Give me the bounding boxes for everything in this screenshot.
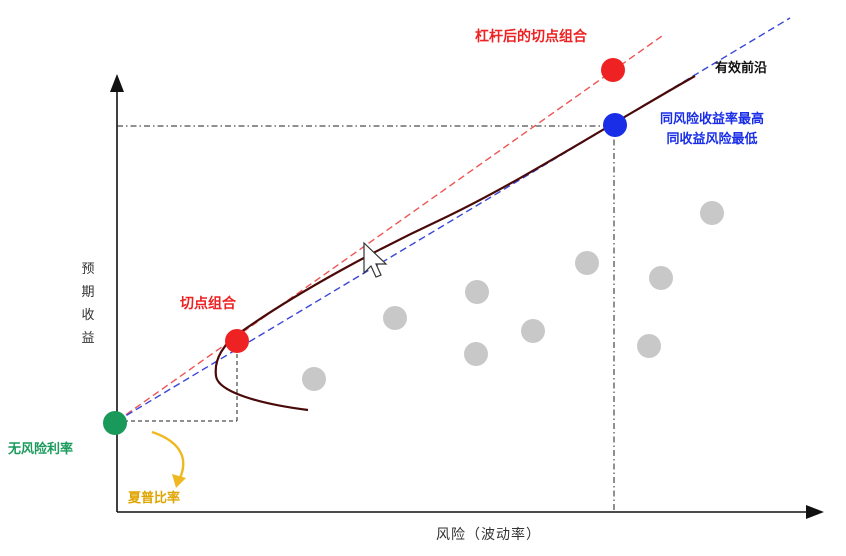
- asset-point: [521, 319, 545, 343]
- asset-point: [700, 201, 724, 225]
- efficient-frontier-point: [603, 113, 627, 137]
- tangent-portfolio-point: [225, 329, 249, 353]
- mouse-pointer-icon: [363, 241, 388, 278]
- risk-free-rate-label: 无风险利率: [8, 442, 74, 457]
- asset-point: [637, 334, 661, 358]
- y-axis-arrowhead: [110, 74, 124, 92]
- asset-point: [575, 251, 599, 275]
- levered-tangent-point: [601, 58, 625, 82]
- y-axis-label: 预期收益: [81, 262, 95, 346]
- same-risk-line2: 同收益风险最低: [666, 132, 758, 147]
- asset-point: [649, 266, 673, 290]
- x-axis-label: 风险（波动率）: [436, 527, 541, 543]
- asset-point: [464, 342, 488, 366]
- levered-tangent-line: [116, 35, 663, 422]
- same-risk-highest-return-label: 同风险收益率最高 同收益风险最低: [660, 110, 764, 150]
- sharpe-ratio-arrow: [151, 430, 185, 479]
- efficient-frontier-curve: [214, 75, 696, 412]
- levered-tangent-label: 杠杆后的切点组合: [475, 29, 587, 45]
- tangent-portfolio-label: 切点组合: [180, 296, 236, 312]
- same-risk-line1: 同风险收益率最高: [660, 112, 765, 127]
- asset-point: [302, 367, 326, 391]
- asset-point: [383, 306, 407, 330]
- sharpe-ratio-arrowhead: [172, 474, 186, 488]
- sharpe-ratio-label: 夏普比率: [128, 491, 181, 506]
- x-axis-arrowhead: [806, 505, 824, 519]
- asset-point: [465, 280, 489, 304]
- risk-free-point: [103, 411, 127, 435]
- efficient-frontier-label: 有效前沿: [715, 61, 768, 76]
